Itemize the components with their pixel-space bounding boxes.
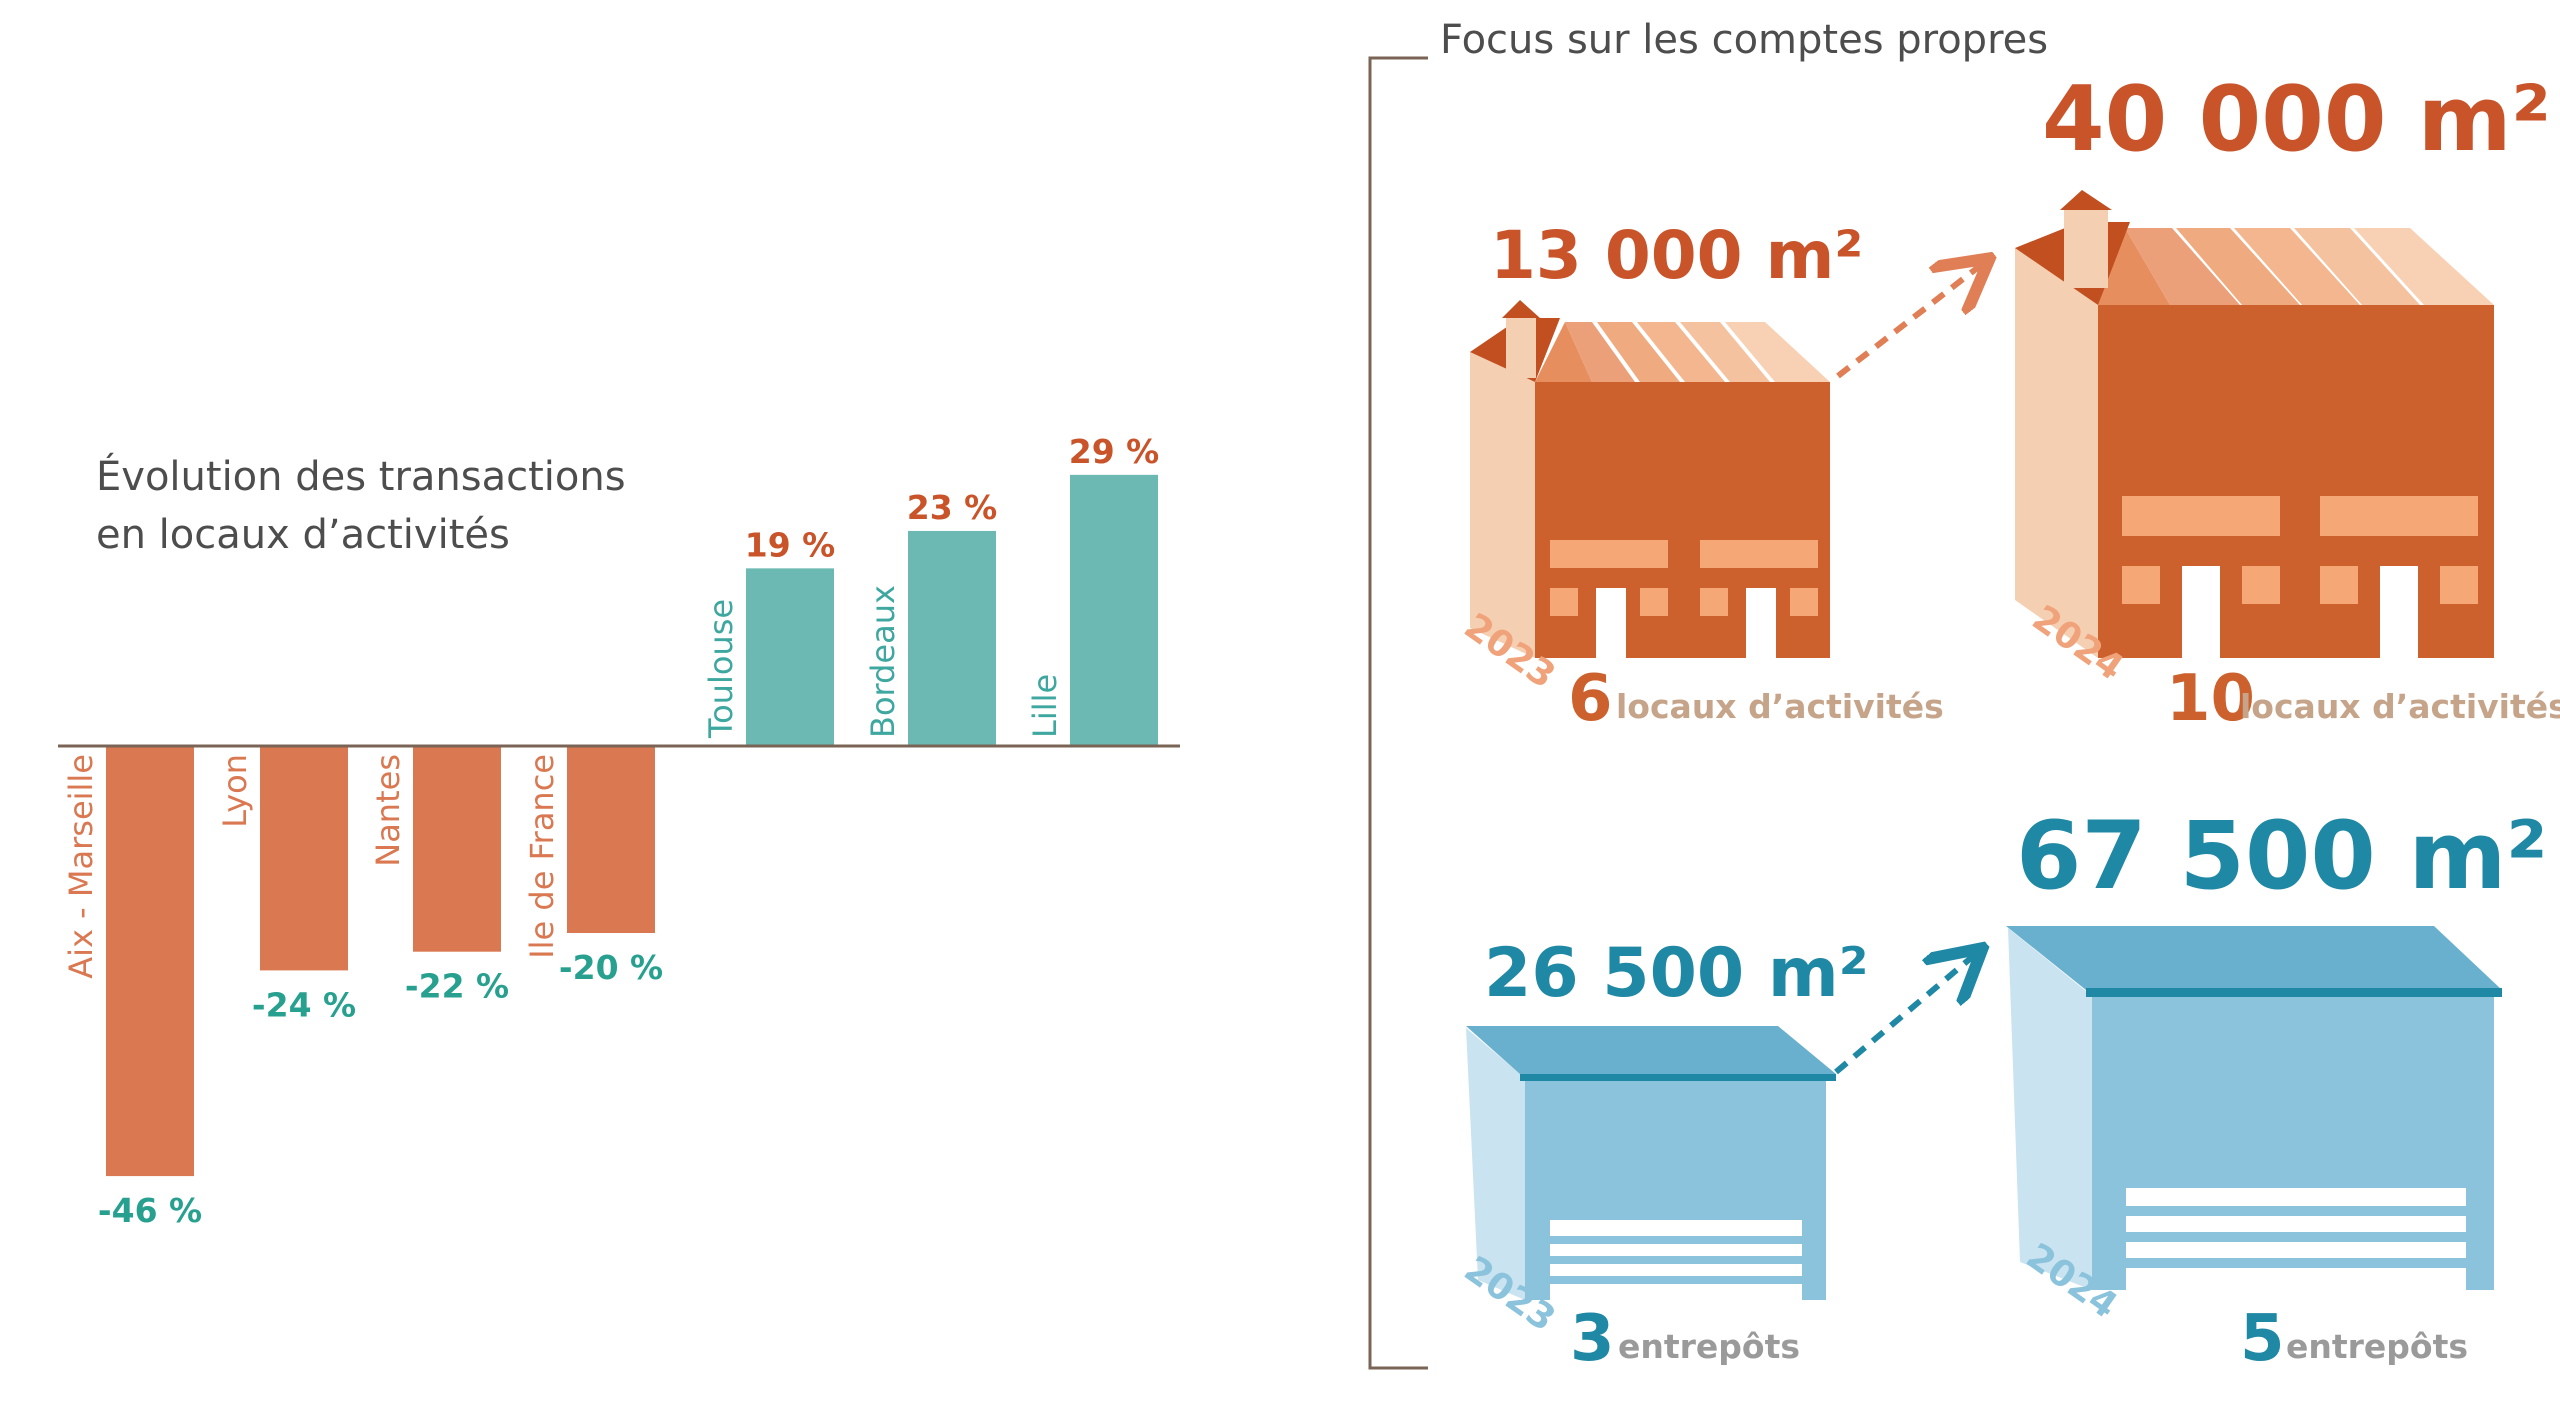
- warehouses-2023-count: 3: [1570, 1302, 1615, 1376]
- value-label: -24 %: [252, 985, 356, 1024]
- bar-lyon: [260, 746, 348, 971]
- warehouses-2024-area: 67 500 m²: [2016, 802, 2548, 911]
- chart-title-line2: en locaux d’activités: [96, 512, 510, 558]
- category-label: Lyon: [216, 754, 254, 828]
- bar-toulouse: [746, 568, 834, 746]
- value-label: 19 %: [745, 525, 835, 564]
- bar-bordeaux: [908, 530, 996, 746]
- warehouses-2023-label: entrepôts: [1618, 1327, 1800, 1366]
- warehouse-2024-icon: [2006, 926, 2502, 1290]
- category-label: Lille: [1026, 674, 1064, 738]
- value-label: -20 %: [559, 948, 663, 987]
- value-label: -22 %: [405, 967, 509, 1006]
- focus-title: Focus sur les comptes propres: [1440, 17, 2048, 63]
- activities-2023-count: 6: [1568, 662, 1613, 736]
- warehouse-2023-icon: [1466, 1026, 1836, 1300]
- focus-bracket: [1368, 56, 1428, 1370]
- warehouses-2023-area: 26 500 m²: [1484, 934, 1869, 1013]
- bar-aix-marseille: [106, 746, 194, 1177]
- category-label: Toulouse: [702, 599, 740, 739]
- warehouses-2024-label: entrepôts: [2286, 1327, 2468, 1366]
- bar-chart: Aix - Marseille -46 % Lyon -24 % Nantes -22 %…: [62, 432, 1159, 1230]
- value-label: 29 %: [1069, 432, 1159, 471]
- activities-growth-arrow: [1836, 262, 1985, 379]
- activities-2023-label: locaux d’activités: [1616, 687, 1944, 726]
- bar-lille: [1070, 474, 1158, 746]
- category-label: Ile de France: [523, 754, 561, 959]
- activities-2024-area: 40 000 m²: [2042, 67, 2551, 172]
- category-label: Nantes: [369, 754, 407, 867]
- value-label: 23 %: [907, 488, 997, 527]
- bar-ile-de-france: [567, 746, 655, 933]
- warehouses-2024-count: 5: [2240, 1302, 2285, 1376]
- warehouses-growth-arrow: [1834, 952, 1978, 1075]
- chart-title-line1: Évolution des transactions: [96, 452, 626, 500]
- activities-2024-label: locaux d’activités: [2240, 687, 2560, 726]
- factory-2023-icon: [1470, 300, 1830, 658]
- activities-2023-area: 13 000 m²: [1490, 217, 1863, 294]
- value-label: -46 %: [98, 1191, 202, 1230]
- factory-2024-icon: [2015, 190, 2494, 658]
- activities-2024-count: 10: [2166, 662, 2255, 736]
- category-label: Bordeaux: [864, 585, 902, 738]
- category-label: Aix - Marseille: [62, 754, 100, 979]
- bar-nantes: [413, 746, 501, 952]
